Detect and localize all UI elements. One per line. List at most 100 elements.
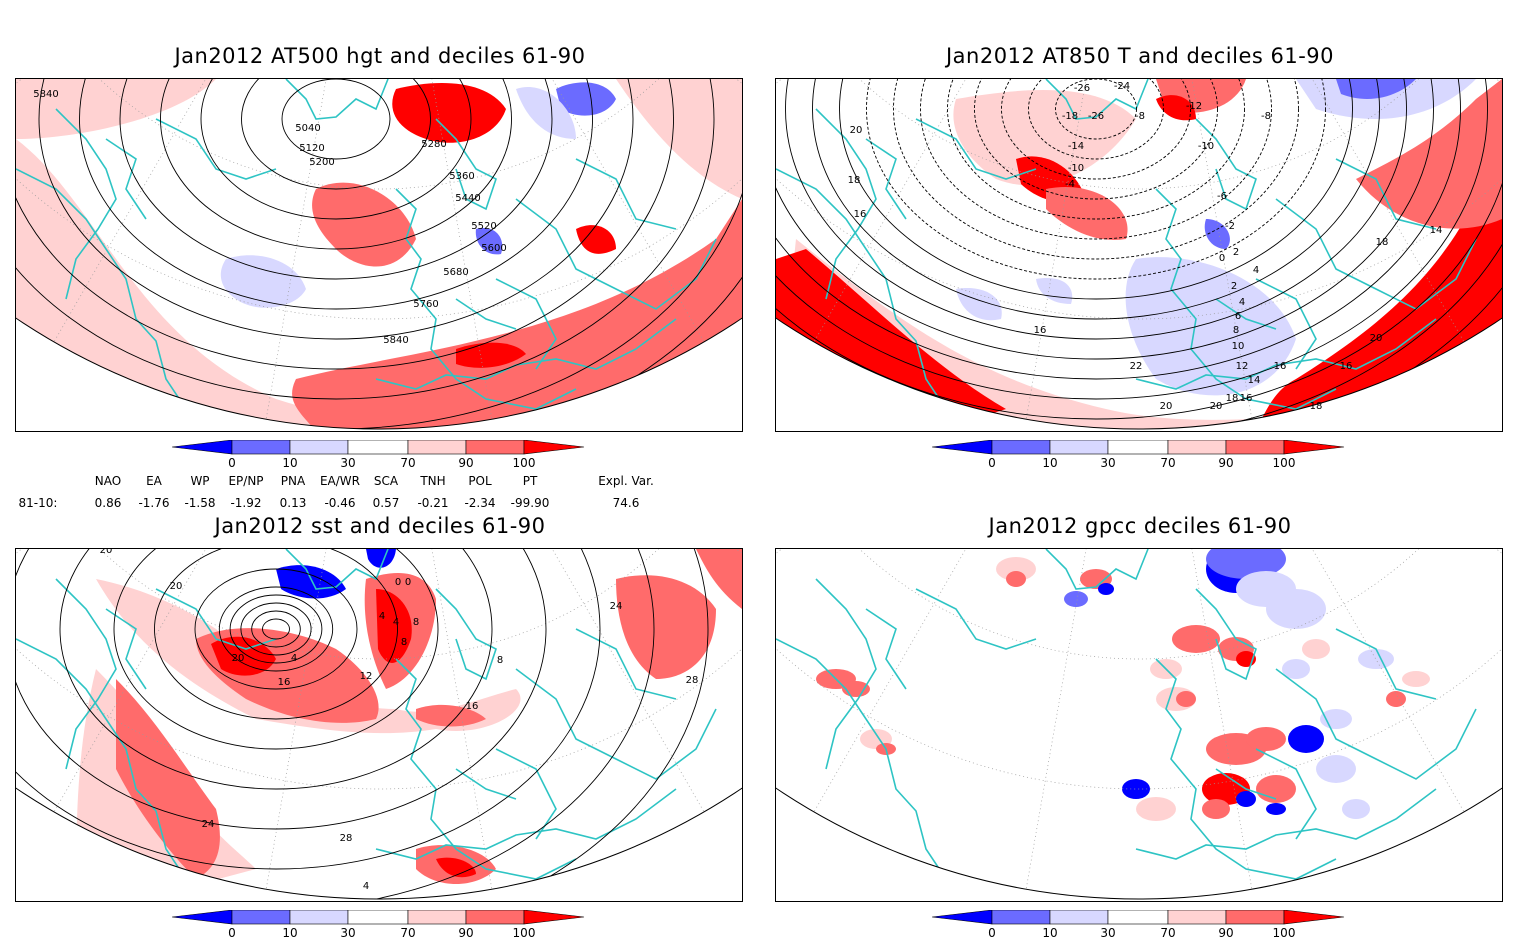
coastline-border	[105, 608, 147, 690]
index-value: 0.13	[279, 496, 307, 510]
coastline-border	[55, 578, 117, 770]
decile-anomaly-shading	[436, 857, 476, 878]
coastline-border	[435, 588, 497, 681]
panel-title-t850: Jan2012 AT850 T and deciles 61-90	[945, 44, 1335, 68]
precip-decile-patch	[1202, 799, 1230, 819]
coastline-border	[455, 768, 517, 800]
contour-label: 28	[340, 833, 353, 844]
coastline-border	[1335, 158, 1437, 230]
coastline-border	[1215, 298, 1277, 330]
precip-decile-patch	[1136, 797, 1176, 821]
contour-line	[1055, 79, 1137, 140]
decile-anomaly-shading	[556, 82, 616, 116]
legend-tick-label: 30	[1100, 926, 1116, 940]
decile-legend-3: 0 10 30 70 90 100	[172, 910, 592, 952]
contour-label: 8	[401, 637, 407, 648]
decile-anomaly-shading	[16, 139, 742, 429]
precip-decile-patch	[1302, 639, 1330, 659]
legend-swatch-3	[1167, 440, 1227, 455]
contour-label: 16	[466, 701, 479, 712]
contour-label: 20	[170, 581, 183, 592]
latitude-circle	[16, 79, 742, 320]
coastline-border	[915, 118, 1037, 180]
decile-anomaly-shading	[956, 288, 1002, 321]
coastline-border	[1255, 748, 1317, 840]
projection-mask	[776, 79, 1502, 431]
contour-label: 16	[1274, 361, 1287, 372]
index-value: -0.46	[324, 496, 356, 510]
index-header: PNA	[280, 474, 306, 488]
contour-label: 16	[1340, 361, 1353, 372]
contour-line	[776, 79, 1434, 360]
coastline-border	[1155, 658, 1337, 880]
panel-title-sst: Jan2012 sst and deciles 61-90	[214, 514, 546, 538]
index-value: -1.58	[184, 496, 216, 510]
latitude-circle	[16, 549, 742, 790]
contour-label: 18	[1226, 393, 1239, 404]
contour-line	[16, 549, 709, 899]
index-header: EA	[146, 474, 162, 488]
contour-label: 16	[1034, 325, 1047, 336]
contour-line	[113, 549, 439, 750]
coastline-border	[155, 588, 277, 650]
decile-anomaly-shading	[312, 182, 416, 267]
contour-line	[866, 79, 1326, 280]
contour-label: 14	[1430, 225, 1443, 236]
contour-label: 6	[1235, 311, 1241, 322]
projection-mask	[16, 549, 742, 901]
legend-tick-label: 70	[400, 456, 416, 470]
precip-decile-patch	[1320, 709, 1352, 729]
precip-decile-patch	[1098, 583, 1114, 595]
legend-swatch-3	[407, 440, 467, 455]
decile-anomaly-shading	[116, 679, 220, 879]
contour-label: -10	[1198, 141, 1214, 152]
legend-swatch-1	[1049, 440, 1109, 455]
decile-legend-2: 0 10 30 70 90 100	[932, 440, 1352, 482]
legend-swatch-4	[1225, 910, 1285, 925]
precip-decile-patch	[1172, 625, 1220, 653]
contour-line	[200, 79, 472, 220]
index-value: -1.76	[138, 496, 170, 510]
coastline-border	[16, 168, 197, 429]
contour-line	[947, 79, 1245, 220]
legend-tick-label: 70	[1160, 456, 1176, 470]
legend-swatch-4	[465, 440, 525, 455]
contour-label: 2	[1233, 247, 1239, 258]
contour-line	[38, 79, 634, 340]
coastline-border	[55, 108, 117, 300]
coastline-border	[515, 198, 717, 310]
contour-label: 5280	[421, 139, 446, 150]
decile-anomaly-shading	[16, 79, 216, 139]
decile-anomaly-shading	[1356, 79, 1502, 229]
legend-tick-label: 0	[228, 926, 236, 940]
map-panel-t850: -26 -24 -18 -26 -14 -10 -4 -8 -12 -8 -10 -6 -2 0 2 4 2 4 6…	[775, 78, 1503, 432]
index-value: 0.57	[372, 496, 400, 510]
legend-tick-label: 70	[400, 926, 416, 940]
coastline-border	[285, 549, 389, 590]
contour-label: 5600	[481, 243, 506, 254]
panel-title-gpcc: Jan2012 gpcc deciles 61-90	[988, 514, 1292, 538]
coastline-border	[1215, 768, 1277, 800]
precip-decile-patch	[996, 557, 1036, 581]
map-panel-z500: 5840 5040 5120 5200 5280 5360 5440 5520 5600 5680…	[15, 78, 743, 432]
decile-anomaly-shading	[475, 228, 503, 255]
legend-tick-label: 100	[1272, 456, 1296, 470]
legend-tick-label: 70	[1160, 926, 1176, 940]
coastline-border	[375, 788, 677, 860]
meridian-line	[788, 549, 1140, 856]
legend-swatch-0	[231, 910, 291, 925]
contour-line	[920, 79, 1272, 240]
contour-label: 4	[291, 653, 297, 664]
contour-label: 8	[413, 617, 419, 628]
precip-decile-patch	[1206, 549, 1286, 579]
coastline-border	[1045, 549, 1149, 590]
precip-decile-patch	[1064, 591, 1088, 607]
contour-line	[240, 602, 312, 656]
contour-label: 16	[1240, 393, 1253, 404]
coastline-border	[1335, 628, 1437, 700]
latitude-circle	[776, 79, 1502, 320]
decile-anomaly-shading	[616, 79, 742, 199]
index-value: -99.90	[510, 496, 550, 510]
decile-anomaly-shading	[276, 565, 346, 599]
contour-label: 20	[1370, 333, 1383, 344]
